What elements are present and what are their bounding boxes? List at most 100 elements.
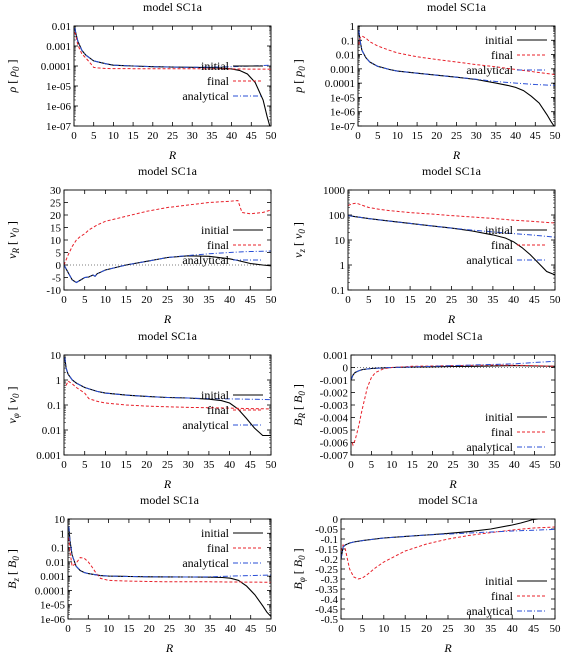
y-tick-label: -10 xyxy=(46,285,61,297)
x-tick-label: 20 xyxy=(141,294,153,306)
x-tick-label: 35 xyxy=(205,623,217,635)
legend-label-analytical: analytical xyxy=(466,253,513,267)
y-tick-label: 0.001 xyxy=(36,450,61,462)
plot-frame xyxy=(67,518,272,620)
y-tick-label: -0.05 xyxy=(315,524,338,536)
legend-label-final: final xyxy=(491,425,514,439)
x-tick-label: 5 xyxy=(369,459,375,471)
series-line-final xyxy=(65,380,271,410)
x-tick-label: 45 xyxy=(530,130,542,142)
series-line-final xyxy=(68,537,271,583)
x-tick-label: 15 xyxy=(405,294,417,306)
x-tick-label: 10 xyxy=(392,130,404,142)
y-tick-label: -0.004 xyxy=(320,413,349,425)
x-axis-label: R xyxy=(168,148,177,162)
x-tick-label: 35 xyxy=(485,623,497,635)
y-tick-label: 1 xyxy=(60,528,66,540)
y-axis-label: Bφ [ B0 ] xyxy=(291,548,307,589)
chart-title: model SC1a xyxy=(143,0,203,14)
chart-title: model SC1a xyxy=(140,493,200,507)
x-tick-label: 0 xyxy=(61,294,67,306)
x-tick-label: 50 xyxy=(266,459,278,471)
x-tick-label: 35 xyxy=(488,459,500,471)
chart-title: model SC1a xyxy=(138,164,198,178)
x-axis-label: R xyxy=(447,312,456,326)
x-tick-label: 25 xyxy=(164,623,176,635)
legend-label-final: final xyxy=(207,541,230,555)
x-tick-label: 20 xyxy=(144,623,156,635)
y-tick-label: -0.003 xyxy=(320,400,349,412)
y-axis-label: vφ [ v0 ] xyxy=(5,386,21,423)
y-axis-label: ρ [ ρ0 ] xyxy=(5,59,21,93)
legend-label-initial: initial xyxy=(201,223,230,237)
legend-label-initial: initial xyxy=(485,410,514,424)
y-tick-label: 0.01 xyxy=(336,50,355,62)
x-tick-label: 40 xyxy=(224,459,236,471)
chart-title: model SC1a xyxy=(419,493,479,507)
chart-title: model SC1a xyxy=(422,164,482,178)
chart-title: model SC1a xyxy=(427,0,487,14)
x-tick-label: 10 xyxy=(100,459,112,471)
x-tick-label: 30 xyxy=(184,623,196,635)
y-tick-label: 1e-06 xyxy=(40,614,66,626)
x-tick-label: 30 xyxy=(183,459,195,471)
legend-label-analytical: analytical xyxy=(182,253,229,267)
x-tick-label: 35 xyxy=(487,294,499,306)
chart-panel-4: 0.1 1 10 100 1000 0 5 10 15 20 25 30 35 40 45 50 model S… xyxy=(291,164,561,326)
legend-label-initial: initial xyxy=(485,574,514,588)
legend-label-analytical: analytical xyxy=(182,418,229,432)
x-tick-label: 35 xyxy=(203,294,215,306)
y-tick-label: 0.1 xyxy=(47,400,61,412)
y-tick-label: 1e-06 xyxy=(46,101,72,113)
series-line-initial xyxy=(64,357,271,437)
y-tick-label: 0.0001 xyxy=(325,78,355,90)
series-line-initial xyxy=(74,27,271,126)
x-tick-label: 20 xyxy=(425,294,437,306)
plot-frame xyxy=(347,189,556,291)
chart-panel-8: -0.5-0.45-0.4-0.35-0.3-0.25-0.2-0.15-0.1… xyxy=(291,493,561,655)
x-tick-label: 25 xyxy=(451,130,463,142)
x-tick-label: 40 xyxy=(510,130,522,142)
x-tick-label: 25 xyxy=(167,130,179,142)
chart-title: model SC1a xyxy=(138,329,198,343)
y-tick-label: 0.1 xyxy=(51,543,65,555)
y-tick-label: 0.001 xyxy=(40,571,65,583)
y-tick-label: 0.0001 xyxy=(41,61,71,73)
y-tick-label: 1 xyxy=(340,260,346,272)
series-line-final xyxy=(348,202,555,224)
x-tick-label: 10 xyxy=(100,294,112,306)
x-tick-label: 0 xyxy=(345,294,351,306)
chart-panel-1: 1e-07 1e-06 1e-05 0.0001 0.001 0.01 0 5 10 15 20 25… xyxy=(5,0,277,162)
x-tick-label: 20 xyxy=(141,459,153,471)
x-tick-label: 40 xyxy=(226,130,238,142)
plot-frame xyxy=(63,354,272,456)
y-axis-label: p [ p0 ] xyxy=(291,59,307,94)
x-tick-label: 40 xyxy=(509,459,521,471)
series-line-initial xyxy=(64,255,271,284)
x-tick-label: 10 xyxy=(108,130,120,142)
x-tick-label: 15 xyxy=(123,623,135,635)
legend-label-analytical: analytical xyxy=(466,63,513,77)
y-axis-label: vz [ v0 ] xyxy=(291,222,307,258)
y-tick-label: 25 xyxy=(50,198,62,210)
y-tick-label: 0.01 xyxy=(42,425,61,437)
x-tick-label: 45 xyxy=(245,623,257,635)
x-axis-label: R xyxy=(163,477,172,491)
x-axis-label: R xyxy=(452,148,461,162)
series-line-analytical xyxy=(358,30,555,86)
x-tick-label: 40 xyxy=(224,294,236,306)
y-axis-label: BR [ B0 ] xyxy=(291,384,307,426)
x-tick-label: 0 xyxy=(65,623,71,635)
x-tick-label: 45 xyxy=(246,130,258,142)
x-tick-label: 40 xyxy=(507,623,519,635)
x-tick-label: 50 xyxy=(550,130,562,142)
y-tick-label: 1e-07 xyxy=(46,121,72,133)
x-tick-label: 45 xyxy=(528,623,540,635)
x-tick-label: 5 xyxy=(86,623,92,635)
y-tick-label: 0.1 xyxy=(331,285,345,297)
x-tick-label: 5 xyxy=(375,130,381,142)
x-axis-label: R xyxy=(443,641,452,655)
x-tick-label: 50 xyxy=(550,459,562,471)
